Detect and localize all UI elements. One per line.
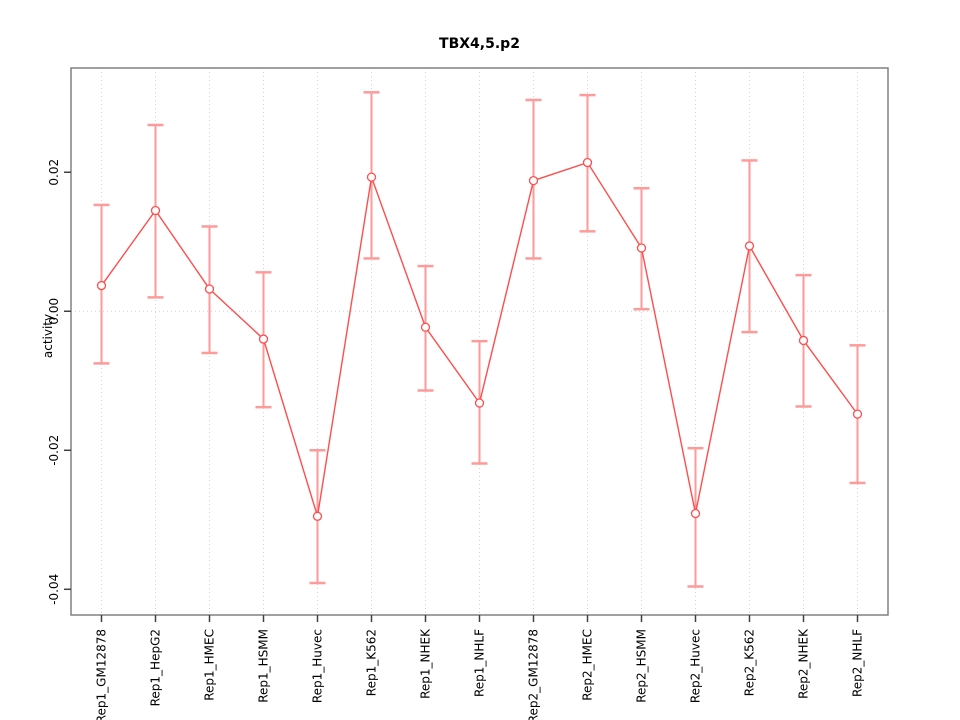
y-tick-label: -0.02 (47, 435, 61, 466)
y-axis-title: activity (41, 313, 55, 359)
y-tick-label: 0.00 (47, 298, 61, 325)
data-point-marker (366, 172, 377, 182)
data-point-marker (96, 280, 107, 291)
x-tick-label: Rep1_HepG2 (149, 629, 163, 706)
data-point-marker (636, 243, 647, 253)
x-tick-label: Rep1_NHEK (419, 628, 433, 699)
x-tick-label: Rep2_HSMM (635, 629, 649, 703)
x-tick-label: Rep2_Huvec (689, 629, 703, 703)
chart-title: TBX4,5.p2 (439, 36, 520, 52)
x-tick-label: Rep1_HSMM (257, 629, 271, 703)
y-tick-label: -0.04 (47, 574, 61, 605)
x-tick-label: Rep2_NHLF (851, 629, 865, 697)
x-tick-label: Rep1_NHLF (473, 629, 487, 697)
x-tick-label: Rep2_HMEC (581, 629, 595, 701)
data-point-marker (852, 409, 863, 419)
data-point-marker (798, 335, 809, 346)
x-tick-label: Rep1_K562 (365, 629, 379, 696)
data-point-marker (582, 157, 593, 168)
data-point-marker (258, 334, 269, 344)
data-point-marker (204, 284, 215, 294)
x-tick-label: Rep2_GM12878 (527, 629, 541, 720)
data-point-marker (690, 508, 701, 519)
data-point-marker (312, 511, 323, 521)
data-point-marker (150, 205, 161, 216)
data-point-marker (744, 241, 755, 251)
data-point-marker (420, 322, 431, 332)
data-point-marker (474, 398, 485, 408)
x-tick-label: Rep1_Huvec (311, 629, 325, 703)
x-tick-label: Rep1_GM12878 (95, 629, 109, 720)
x-tick-label: Rep2_NHEK (797, 628, 811, 699)
x-tick-label: Rep1_HMEC (203, 629, 217, 701)
y-tick-label: 0.02 (47, 159, 61, 186)
x-tick-label: Rep2_K562 (743, 629, 757, 696)
data-point-marker (528, 175, 539, 186)
